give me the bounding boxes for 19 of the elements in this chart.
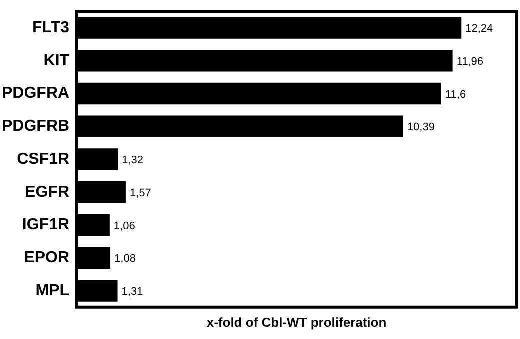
y-tick-label: FLT3 [32, 19, 70, 36]
data-label: 1,57 [130, 187, 152, 200]
data-label: 11,6 [445, 88, 466, 101]
y-tick-label: PDGFRA [2, 85, 70, 102]
y-tick-label: PDGFRB [2, 118, 70, 136]
data-label: 12,24 [466, 23, 494, 36]
y-tick-label: IGF1R [22, 216, 70, 234]
y-tick-label: KIT [44, 52, 70, 70]
data-label: 1,31 [122, 286, 144, 298]
y-tick-label: EPOR [24, 250, 70, 267]
y-tick-label: EGFR [25, 184, 70, 201]
data-label: 10,39 [407, 122, 435, 134]
data-label: 1,32 [122, 154, 144, 167]
data-label: 11,96 [456, 56, 484, 68]
x-axis-title: x-fold of Cbl-WT proliferation [206, 314, 387, 330]
data-label: 1,08 [114, 253, 136, 266]
data-label: 1,06 [114, 220, 136, 232]
y-tick-label: MPL [36, 282, 70, 300]
y-tick-label: CSF1R [17, 150, 70, 168]
